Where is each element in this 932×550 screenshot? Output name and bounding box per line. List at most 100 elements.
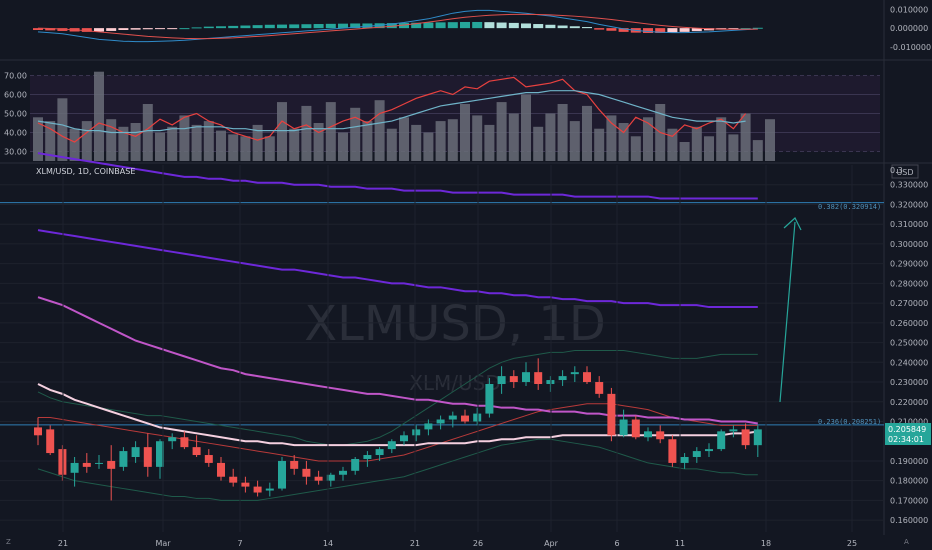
volume-bar[interactable]	[240, 136, 251, 161]
macd-histogram-bar[interactable]	[655, 28, 666, 33]
volume-price-axis[interactable]: 70.00 60.00 50.00 40.00 30.00	[4, 72, 27, 157]
macd-histogram-bar[interactable]	[252, 25, 263, 29]
volume-bar[interactable]	[716, 117, 727, 161]
macd-histogram-bar[interactable]	[130, 28, 141, 30]
macd-histogram-bar[interactable]	[411, 22, 422, 29]
candle-body[interactable]	[314, 476, 323, 481]
macd-price-axis[interactable]: 0.010000 0.000000 -0.010000	[890, 5, 931, 51]
rsi-ma-line[interactable]	[37, 90, 746, 134]
macd-histogram-bar[interactable]	[679, 28, 690, 32]
macd-histogram-bar[interactable]	[191, 27, 202, 29]
volume-bar[interactable]	[582, 105, 592, 161]
volume-bar[interactable]	[496, 102, 507, 161]
macd-histogram-bar[interactable]	[618, 28, 629, 32]
currency-label[interactable]: USD	[896, 168, 913, 177]
volume-bar[interactable]	[338, 132, 348, 162]
volume-bar[interactable]	[362, 121, 373, 161]
macd-histogram-bar[interactable]	[325, 23, 336, 29]
candle-body[interactable]	[692, 451, 701, 457]
macd-histogram-bar[interactable]	[704, 28, 714, 31]
candle-body[interactable]	[180, 437, 189, 448]
macd-histogram-bar[interactable]	[179, 28, 190, 30]
volume-bar[interactable]	[460, 104, 470, 161]
macd-histogram-bar[interactable]	[313, 24, 324, 29]
volume-bar[interactable]	[740, 113, 751, 162]
macd-histogram-bar[interactable]	[203, 26, 214, 29]
volume-bar[interactable]	[533, 126, 544, 161]
macd-histogram-bar[interactable]	[142, 28, 153, 30]
macd-histogram-bar[interactable]	[582, 27, 592, 29]
volume-bar[interactable]	[57, 98, 68, 161]
candle-body[interactable]	[82, 462, 91, 467]
volume-bar[interactable]	[106, 119, 117, 161]
macd-histogram-bar[interactable]	[643, 28, 653, 33]
candle-body[interactable]	[119, 451, 128, 467]
macd-histogram-bar[interactable]	[435, 22, 446, 29]
candle-body[interactable]	[156, 441, 164, 467]
macd-histogram-bar[interactable]	[399, 22, 409, 29]
volume-bar[interactable]	[350, 107, 361, 161]
price-axis[interactable]: 0.330000 0.320000 0.310000 0.300000 0.290000…	[890, 181, 928, 525]
volume-bar[interactable]	[679, 142, 690, 161]
macd-histogram-bar[interactable]	[533, 24, 544, 29]
macd-histogram-bar[interactable]	[118, 28, 129, 30]
macd-signal-line[interactable]	[37, 13, 758, 40]
volume-bar[interactable]	[752, 140, 763, 161]
macd-histogram-bar[interactable]	[94, 28, 104, 32]
macd-histogram-bar[interactable]	[45, 28, 56, 31]
currency-box[interactable]	[891, 164, 919, 179]
candle-body[interactable]	[265, 488, 274, 491]
bollinger-upper[interactable]	[37, 349, 758, 446]
volume-bar[interactable]	[643, 117, 653, 161]
candle-body[interactable]	[107, 460, 116, 469]
candle-body[interactable]	[644, 431, 652, 438]
volume-bar[interactable]	[386, 128, 397, 161]
macd-histogram-bar[interactable]	[447, 22, 458, 29]
volume-bar[interactable]	[557, 104, 568, 161]
macd-histogram-bar[interactable]	[484, 22, 495, 29]
volume-rsi-pane[interactable]	[30, 71, 880, 162]
macd-histogram-bar[interactable]	[277, 24, 287, 29]
volume-bar[interactable]	[667, 128, 678, 161]
volume-bar[interactable]	[203, 121, 214, 161]
macd-histogram-bar[interactable]	[667, 28, 678, 33]
macd-histogram-bar[interactable]	[264, 24, 275, 29]
candle-body[interactable]	[497, 376, 506, 384]
volume-bar[interactable]	[325, 102, 336, 161]
candle-body[interactable]	[400, 435, 408, 442]
volume-bar[interactable]	[399, 117, 409, 161]
macd-histogram-bar[interactable]	[106, 28, 117, 31]
candle-body[interactable]	[95, 462, 103, 464]
candle-body[interactable]	[168, 437, 177, 442]
candle-body[interactable]	[204, 455, 213, 463]
macd-histogram-bar[interactable]	[350, 23, 361, 29]
candle-body[interactable]	[58, 449, 67, 475]
candle-body[interactable]	[131, 447, 140, 457]
volume-bar[interactable]	[569, 121, 580, 161]
candle-body[interactable]	[339, 470, 347, 475]
macd-histogram-bar[interactable]	[508, 22, 519, 29]
candle-body[interactable]	[326, 474, 335, 481]
macd-histogram-bar[interactable]	[569, 26, 580, 29]
macd-histogram-bar[interactable]	[545, 24, 556, 29]
macd-histogram-bar[interactable]	[81, 28, 92, 32]
timezone-button[interactable]: Z	[6, 538, 11, 546]
candle-body[interactable]	[70, 462, 79, 473]
volume-bar[interactable]	[521, 94, 531, 162]
candle-body[interactable]	[436, 419, 445, 424]
volume-bar[interactable]	[228, 134, 239, 161]
volume-bar[interactable]	[33, 117, 43, 161]
volume-bar[interactable]	[289, 128, 300, 161]
volume-bar[interactable]	[167, 126, 178, 161]
volume-bar[interactable]	[691, 126, 702, 161]
macd-histogram-bar[interactable]	[289, 24, 300, 29]
candle-body[interactable]	[619, 419, 628, 436]
volume-bar[interactable]	[728, 134, 739, 161]
candle-body[interactable]	[143, 447, 152, 467]
volume-bar[interactable]	[142, 104, 153, 161]
ma-purple[interactable]	[37, 229, 758, 309]
macd-histogram-bar[interactable]	[691, 28, 702, 32]
candle-body[interactable]	[656, 431, 665, 440]
ma-magenta[interactable]	[37, 296, 758, 425]
candle-body[interactable]	[375, 449, 384, 456]
